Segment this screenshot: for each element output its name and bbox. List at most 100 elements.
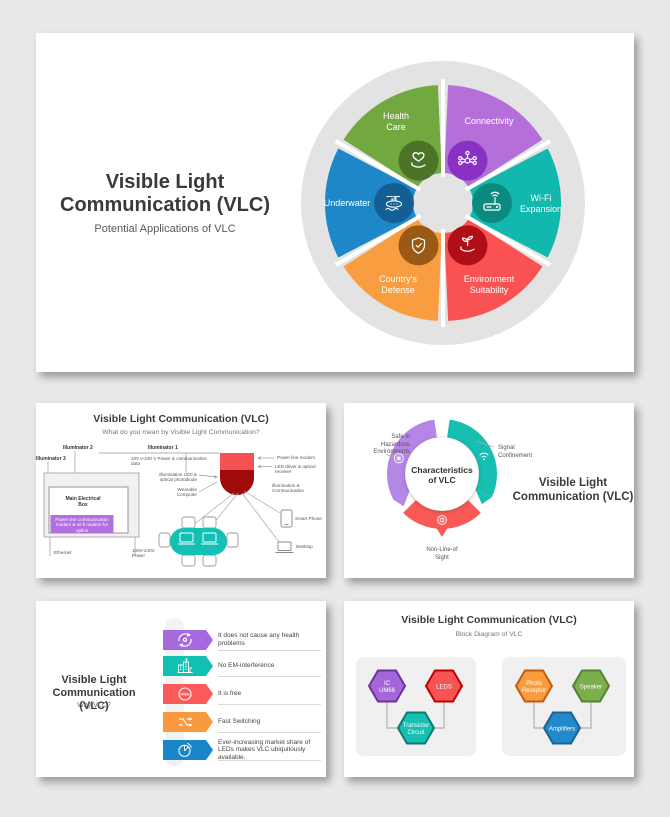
illuminator2-label: Illuminator 2 xyxy=(63,445,93,451)
svg-text:Speaker: Speaker xyxy=(580,685,602,691)
wifi-icon-circle xyxy=(472,183,512,223)
slide-2-thumbnail[interactable]: Visible Light Communication (VLC) What d… xyxy=(36,403,326,578)
powerline-modem-box xyxy=(50,515,114,533)
svg-text:Transistor: Transistor xyxy=(403,723,429,729)
label-environment: Environment xyxy=(464,274,515,284)
illuminator3-label: Illuminator 3 xyxy=(36,456,66,462)
label-health: Health xyxy=(383,111,409,121)
pie-chart-icon xyxy=(178,742,192,757)
why-vlc-item: Fast Switching xyxy=(163,712,321,733)
why-vlc-item: FREE It is free xyxy=(163,684,321,705)
svg-text:IC: IC xyxy=(384,681,391,687)
label-defense: Country's xyxy=(379,274,417,284)
slide-4-thumbnail[interactable]: Visible Light Communication (VLC) Why VLC… xyxy=(36,601,326,777)
item-underline xyxy=(218,676,321,677)
hex-labels: IC UM66 LEDS Transistor Circuit Photo Re… xyxy=(379,681,602,736)
characteristics-ring-diagram xyxy=(385,419,497,537)
main-box-label: Main Electrical Box xyxy=(65,496,101,508)
svg-text:Defense: Defense xyxy=(381,285,415,295)
arc-signal-tip xyxy=(475,489,492,505)
svg-text:Care: Care xyxy=(386,122,406,132)
svg-text:Photo: Photo xyxy=(526,681,542,687)
asterisk-icon xyxy=(393,453,404,464)
svg-text:Suitability: Suitability xyxy=(470,285,509,295)
arc-nlos-tip xyxy=(434,525,450,537)
arc-safe-tip xyxy=(393,491,410,507)
illuminator1-label: Illuminator 1 xyxy=(148,445,178,451)
slide-3-thumbnail[interactable]: Characteristics of VLC Safe in Hazardous En… xyxy=(344,403,634,578)
why-vlc-item: It does not cause any health problems xyxy=(163,630,321,651)
applications-wheel-diagram: Health Care Connectivity Wi-Fi Expansion… xyxy=(301,61,585,345)
label-connectivity: Connectivity xyxy=(464,116,514,126)
slide5-subtitle: Block Diagram of VLC xyxy=(455,631,523,638)
chairs xyxy=(158,516,239,567)
signal-label: Signal Confinement xyxy=(498,445,533,459)
hex-speaker xyxy=(571,669,611,703)
item-text: No EM-interference xyxy=(218,662,275,670)
hex-transistor xyxy=(396,711,436,745)
submarine-icon xyxy=(385,195,403,211)
plant-hand-icon xyxy=(460,235,475,252)
power-label: 100V-240V Power xyxy=(132,548,155,559)
item-text: It does not cause any health problems xyxy=(218,632,300,647)
wedge-separators xyxy=(334,79,552,327)
slide4-title: Visible Light Communication (VLC) xyxy=(52,674,136,712)
item-underline xyxy=(218,760,321,761)
router-icon xyxy=(483,191,501,211)
meeting-table xyxy=(170,528,227,555)
wifi-icon xyxy=(479,452,489,461)
item-banner xyxy=(163,740,213,760)
nlos-label: Non-Line-of Sight xyxy=(426,547,458,561)
slide3-title: Visible Light Communication (VLC) xyxy=(512,477,634,503)
item-banner xyxy=(163,712,213,732)
target-icon xyxy=(437,515,447,525)
svg-text:Expansion: Expansion xyxy=(520,204,562,214)
free-badge-icon: FREE xyxy=(178,687,192,701)
svg-text:LEDS: LEDS xyxy=(436,685,452,691)
laptops-on-table xyxy=(178,532,218,545)
svg-text:UM66: UM66 xyxy=(379,688,396,694)
illumination-led-label: Illumination LED & optical photodiode xyxy=(159,472,197,483)
wheel-labels: Health Care Connectivity Wi-Fi Expansion… xyxy=(324,111,562,295)
slide-5-thumbnail[interactable]: Visible Light Communication (VLC) Block … xyxy=(344,601,634,777)
lamp-top xyxy=(220,453,254,470)
vlc-system-diagram xyxy=(43,451,294,567)
block-connectors xyxy=(386,701,592,729)
lamp-bottom xyxy=(220,470,254,495)
desktop-icon xyxy=(275,541,294,553)
slide4-subtitle: Why VLC? xyxy=(77,702,111,709)
svg-text:Receptor: Receptor xyxy=(522,688,546,694)
item-banner xyxy=(163,656,213,676)
item-text: It is free xyxy=(218,690,242,698)
slide5-title: Visible Light Communication (VLC) xyxy=(401,614,577,626)
why-vlc-item: Ever-increasing market share of LEDs mak… xyxy=(163,738,321,761)
block-diagram: IC UM66 LEDS Transistor Circuit Photo Re… xyxy=(367,669,611,745)
item-underline xyxy=(218,650,321,651)
slide2-title: Visible Light Communication (VLC) xyxy=(93,413,269,425)
switch-arrows-icon xyxy=(179,717,193,727)
slide-1-thumbnail[interactable]: Visible Light Communication (VLC) Potent… xyxy=(36,33,634,372)
defense-icon-circle xyxy=(398,225,439,266)
item-banner xyxy=(163,630,213,650)
purple-box-label: Power line communication modem & wi-fi m… xyxy=(55,517,109,533)
power-line-modem-label: Power line modem xyxy=(277,455,316,460)
item-underline xyxy=(218,704,321,705)
hand-heart-icon xyxy=(411,152,426,168)
slide1-title: Visible Light Communication (VLC) xyxy=(60,171,270,216)
label-arrows xyxy=(198,456,274,493)
slide2-subtitle: What do you mean by Visible Light Commun… xyxy=(102,429,260,436)
item-underline xyxy=(218,732,321,733)
desktop-label: Desktop xyxy=(296,544,313,549)
arc-signal xyxy=(446,419,497,498)
item-text: Fast Switching xyxy=(218,718,261,726)
smart-phone-label: Smart Phone xyxy=(295,516,322,521)
item-text: Ever-increasing market share of LEDs mak… xyxy=(218,738,311,761)
wedge-wifi-expansion xyxy=(469,148,562,258)
label-underwater: Underwater xyxy=(324,198,371,208)
wearable-label: Wearable Computer xyxy=(176,487,197,498)
why-vlc-item: No EM-interference xyxy=(163,656,321,677)
connector-lines xyxy=(47,451,220,556)
hex-amplifiers xyxy=(542,711,582,745)
safe-label: Safe in Hazardous Environments xyxy=(373,434,410,455)
